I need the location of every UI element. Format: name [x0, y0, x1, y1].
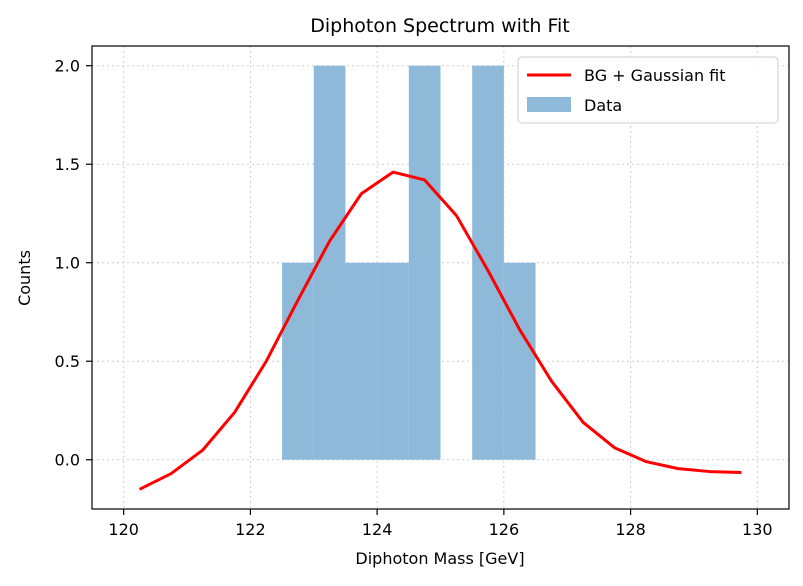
x-tick-label-1: 122	[235, 520, 266, 539]
legend-fit-label: BG + Gaussian fit	[584, 66, 726, 85]
y-tick-label-3: 1.5	[55, 155, 80, 174]
plot-frame	[91, 45, 790, 510]
y-tick-label-0: 0.0	[55, 451, 80, 470]
x-tick-label-5: 130	[742, 520, 773, 539]
x-axis-ticks: 120 122 124 126 128 130	[108, 509, 773, 539]
y-tick-label-1: 0.5	[55, 352, 80, 371]
legend: BG + Gaussian fit Data	[517, 56, 779, 124]
x-tick-label-4: 128	[615, 520, 646, 539]
x-tick-label-3: 126	[489, 520, 520, 539]
chart-title: Diphoton Spectrum with Fit	[310, 15, 570, 37]
hist-bar-4	[408, 65, 441, 460]
fit-line	[138, 170, 742, 491]
hist-bar-7	[503, 262, 536, 460]
x-axis-label: Diphoton Mass [GeV]	[355, 549, 524, 568]
legend-box	[517, 56, 779, 124]
y-axis-label: Counts	[15, 250, 34, 306]
legend-data-label: Data	[584, 96, 622, 115]
y-tick-label-4: 2.0	[55, 57, 80, 76]
hist-bar-6	[472, 65, 504, 460]
histogram-bars	[282, 65, 536, 460]
x-tick-label-2: 124	[362, 520, 393, 539]
y-axis-ticks: 0.0 0.5 1.0 1.5 2.0	[55, 57, 92, 470]
fit-line-layer	[138, 170, 742, 491]
y-tick-label-2: 1.0	[55, 254, 80, 273]
hist-bar-2	[345, 262, 378, 460]
hist-bar-0	[282, 262, 314, 460]
legend-data-swatch	[527, 97, 571, 112]
hist-bar-3	[377, 262, 409, 460]
x-tick-label-0: 120	[108, 520, 139, 539]
